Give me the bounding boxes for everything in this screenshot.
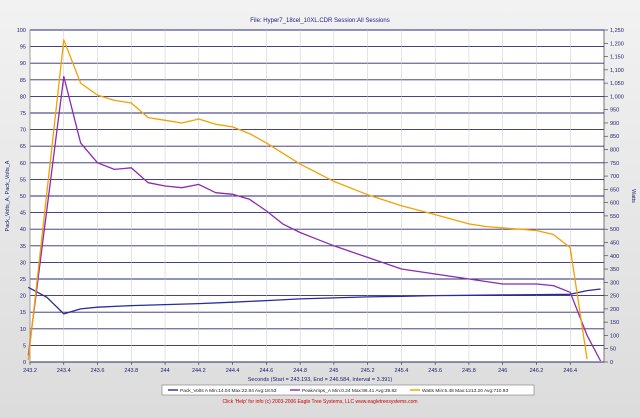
x-tick-label: 246.4 [563, 368, 577, 374]
y-right-tick-label: 800 [610, 148, 619, 154]
y-left-tick-label: 15 [20, 310, 26, 316]
y-right-tick-label: 500 [610, 227, 619, 233]
legend-entry: Watts Min:5.48 Max:1213.20 Avg:710.93 [422, 388, 508, 394]
y-right-tick-label: 50 [610, 347, 616, 353]
x-tick-label: 243.2 [23, 368, 37, 374]
legend-entry: Pack_Volts A Min:14.04 Max:22.84 Avg:18.… [180, 388, 277, 394]
y-left-tick-label: 95 [20, 45, 26, 51]
y-right-tick-label: 850 [610, 134, 619, 140]
y-left-tick-label: 45 [20, 211, 26, 217]
y-left-tick-label: 65 [20, 144, 26, 150]
watts-series-line [27, 39, 588, 360]
x-tick-label: 245.6 [428, 368, 442, 374]
x-tick-label: 243.6 [91, 368, 105, 374]
y-right-tick-label: 1,250 [610, 28, 624, 34]
x-tick-label: 244.6 [259, 368, 273, 374]
x-tick-label: 243.4 [57, 368, 71, 374]
y-right-tick-label: 0 [610, 360, 613, 366]
y-left-axis-label: Pack_Volts_A, Pack_Volts_A [5, 160, 11, 231]
y-left-tick-label: 20 [20, 294, 26, 300]
y-right-axis-label: Watts [630, 189, 636, 203]
y-right-tick-label: 600 [610, 201, 619, 207]
x-tick-label: 245.4 [395, 368, 409, 374]
y-right-tick-label: 450 [610, 240, 619, 246]
y-right-tick-label: 700 [610, 174, 619, 180]
y-right-tick-label: 350 [610, 267, 619, 273]
volts-series-line [27, 286, 601, 315]
y-right-tick-label: 1,100 [610, 68, 624, 74]
x-tick-label: 244.8 [293, 368, 307, 374]
x-tick-label: 244.2 [192, 368, 206, 374]
y-left-tick-label: 40 [20, 227, 26, 233]
y-left-tick-label: 5 [23, 343, 26, 349]
x-tick-label: 245.8 [462, 368, 476, 374]
x-axis-label: Seconds (Start = 243.193, End = 246.584,… [248, 377, 393, 383]
y-left-tick-label: 90 [20, 61, 26, 67]
y-right-tick-label: 250 [610, 294, 619, 300]
x-tick-label: 244 [160, 368, 169, 374]
x-tick-label: 244.4 [226, 368, 240, 374]
y-right-tick-label: 100 [610, 333, 619, 339]
y-right-tick-label: 1,050 [610, 81, 624, 87]
y-left-tick-label: 35 [20, 244, 26, 250]
y-right-tick-label: 750 [610, 161, 619, 167]
y-left-tick-label: 60 [20, 161, 26, 167]
y-left-tick-label: 85 [20, 78, 26, 84]
y-right-tick-label: 1,200 [610, 41, 624, 47]
y-right-tick-label: 950 [610, 108, 619, 114]
x-tick-label: 246 [498, 368, 507, 374]
y-left-tick-label: 50 [20, 194, 26, 200]
y-left-tick-label: 75 [20, 111, 26, 117]
y-right-tick-label: 400 [610, 254, 619, 260]
x-tick-label: 245.2 [361, 368, 375, 374]
y-left-tick-label: 0 [23, 360, 26, 366]
y-left-tick-label: 10 [20, 327, 26, 333]
y-left-tick-label: 80 [20, 94, 26, 100]
y-left-tick-label: 55 [20, 177, 26, 183]
chart-title: File: Hyper7_18cel_10XL.CDR Session:All … [250, 18, 389, 24]
y-right-tick-label: 200 [610, 307, 619, 313]
footer-credit: Click 'Help' for info (c) 2003-2006 Eagl… [222, 399, 417, 405]
y-left-tick-label: 30 [20, 260, 26, 266]
x-tick-label: 245 [329, 368, 338, 374]
y-right-tick-label: 650 [610, 187, 619, 193]
y-right-tick-label: 900 [610, 121, 619, 127]
legend-box [161, 384, 535, 396]
y-right-tick-label: 550 [610, 214, 619, 220]
y-right-tick-label: 1,150 [610, 55, 624, 61]
legend-entry: PeakAmps_A Min:0.24 Max:86.41 Avg:39.82 [302, 388, 397, 394]
y-left-tick-label: 70 [20, 128, 26, 134]
y-left-tick-label: 100 [17, 28, 26, 34]
y-right-tick-label: 1,000 [610, 94, 624, 100]
amps-series-line [27, 75, 602, 362]
y-right-tick-label: 300 [610, 280, 619, 286]
y-left-tick-label: 25 [20, 277, 26, 283]
x-tick-label: 246.2 [530, 368, 544, 374]
y-right-tick-label: 150 [610, 320, 619, 326]
x-tick-label: 243.8 [124, 368, 138, 374]
